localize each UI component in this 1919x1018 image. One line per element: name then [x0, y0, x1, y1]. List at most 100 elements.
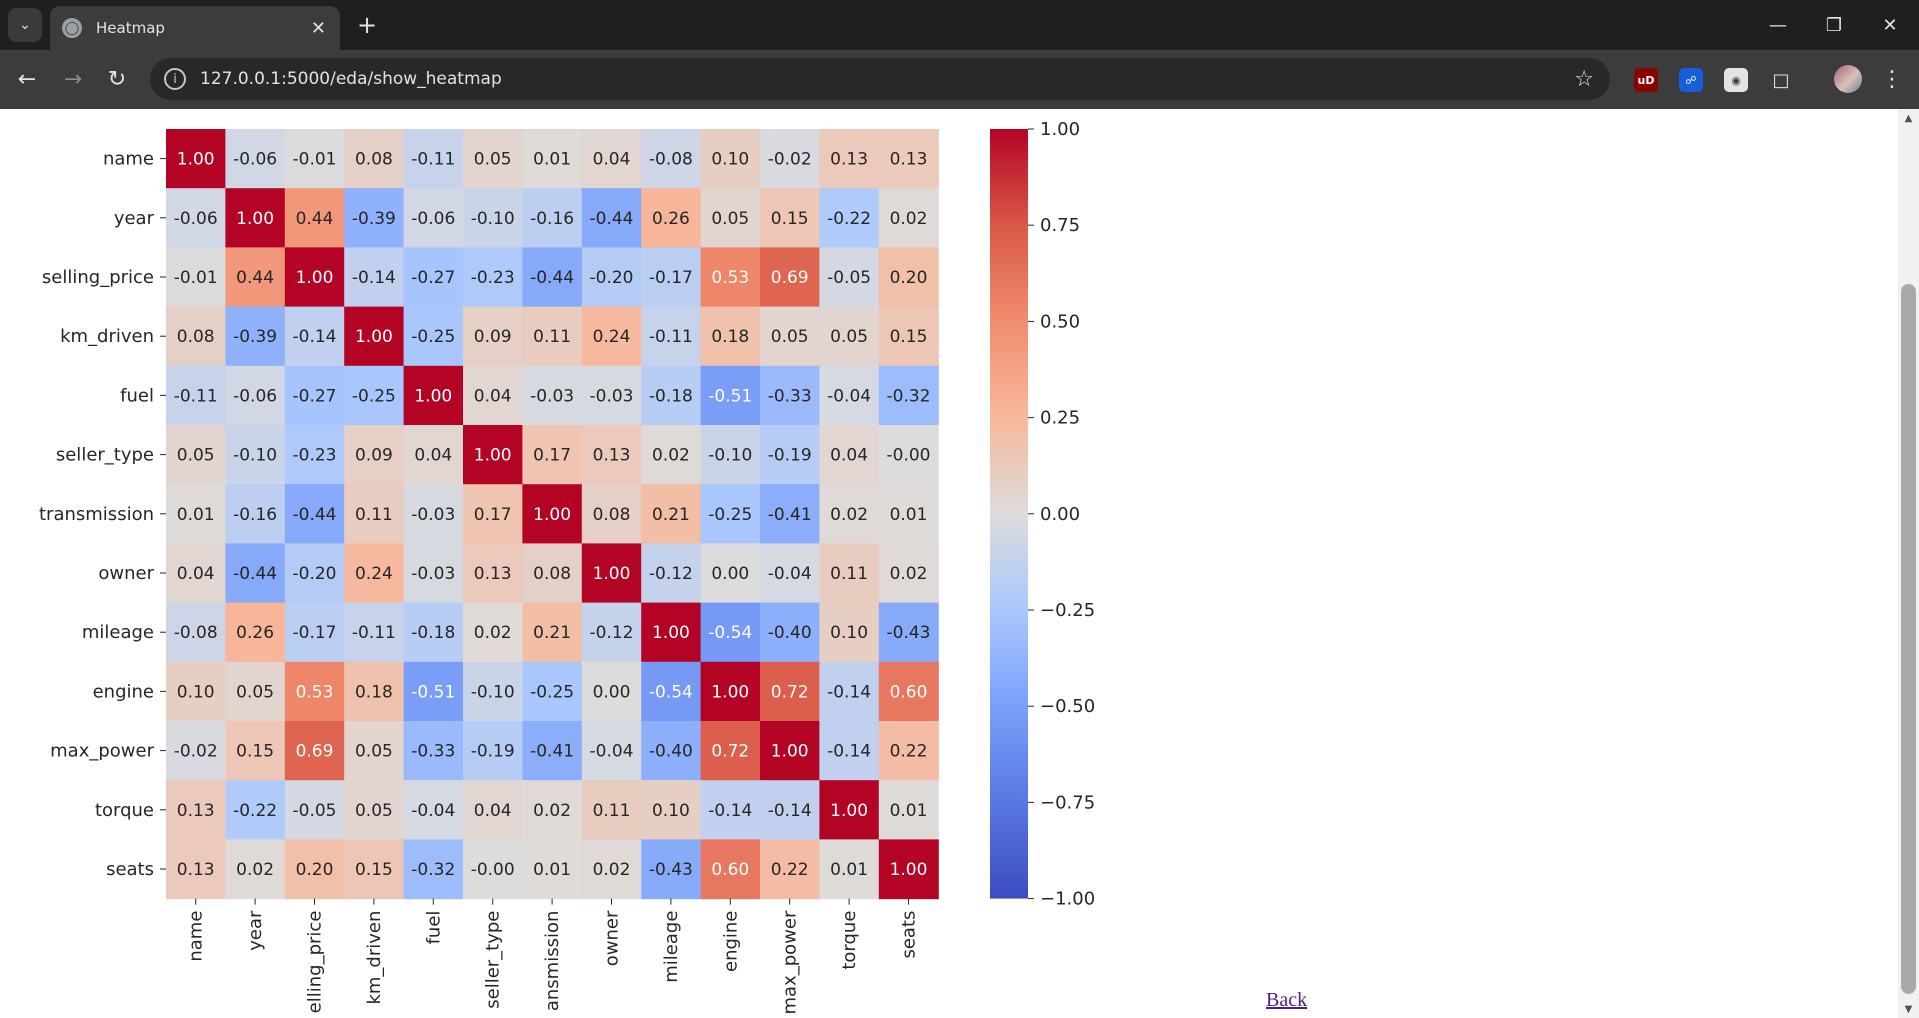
cell-annotation: 0.02 [236, 860, 274, 880]
column-label: name [186, 911, 207, 962]
heatmap-cell [819, 602, 880, 663]
close-window-button[interactable]: ✕ [1870, 8, 1910, 42]
page-scrollbar[interactable]: ▲ ▼ [1898, 109, 1919, 1018]
cell-annotation: 1.00 [593, 564, 631, 584]
heatmap-cell [166, 839, 226, 900]
cell-annotation: 0.10 [177, 682, 215, 702]
column-label: max_power [780, 910, 801, 1014]
heatmap-cell [760, 661, 820, 722]
heatmap-cell [166, 365, 226, 426]
heatmap-cell [284, 780, 345, 840]
profile-avatar[interactable] [1834, 65, 1862, 93]
cell-annotation: -0.20 [293, 564, 337, 584]
cell-annotation: -0.03 [590, 386, 634, 406]
cell-annotation: 0.02 [533, 801, 571, 821]
address-bar[interactable]: i 127.0.0.1:5000/eda/show_heatmap ☆ [150, 58, 1610, 100]
colorbar-tick-label: −0.25 [1040, 600, 1095, 621]
heatmap-cell [403, 602, 464, 663]
heatmap-cell [878, 543, 939, 604]
scroll-down-icon[interactable]: ▼ [1904, 1003, 1913, 1015]
new-tab-button[interactable]: + [352, 10, 382, 40]
browser-menu-icon[interactable]: ⋮ [1881, 66, 1903, 92]
restore-button[interactable]: ❐ [1814, 8, 1854, 42]
heatmap-cell [225, 839, 286, 900]
active-tab[interactable]: ◯ Heatmap ✕ [50, 6, 340, 50]
ublock-origin-icon[interactable]: uD [1634, 68, 1658, 92]
cell-annotation: -0.12 [649, 564, 693, 584]
heatmap-cell [760, 365, 820, 426]
cell-annotation: -0.14 [708, 801, 752, 821]
heatmap-cell [284, 306, 345, 367]
row-label: transmission [39, 504, 154, 525]
url-text[interactable]: 127.0.0.1:5000/eda/show_heatmap [200, 69, 502, 89]
bitwarden-icon[interactable]: ☍ [1679, 68, 1703, 92]
cell-annotation: 0.15 [355, 860, 393, 880]
cell-annotation: 0.11 [533, 327, 571, 347]
cell-annotation: 0.13 [177, 801, 215, 821]
colorbar-tick-label: −0.50 [1040, 696, 1095, 717]
heatmap-cell [344, 721, 405, 781]
heatmap-cell [760, 839, 820, 900]
heatmap-cell [760, 188, 820, 248]
close-tab-icon[interactable]: ✕ [310, 17, 326, 39]
colorbar-tick-label: 0.50 [1040, 311, 1080, 332]
forward-button[interactable]: → [56, 62, 90, 96]
heatmap-cell [463, 306, 523, 367]
heatmap-cell [581, 484, 642, 544]
cell-annotation: -0.08 [649, 150, 693, 170]
heatmap-cell [403, 721, 464, 781]
heatmap-cell [403, 306, 464, 367]
heatmap-cell [522, 721, 583, 781]
scrollbar-thumb[interactable] [1901, 284, 1916, 994]
back-link[interactable]: Back [1266, 989, 1308, 1011]
minimize-button[interactable]: — [1758, 8, 1798, 42]
cell-annotation: -0.41 [768, 505, 812, 525]
tab-search-button[interactable]: ⌄ [8, 8, 42, 42]
cell-annotation: 0.04 [830, 446, 868, 466]
site-info-icon[interactable]: i [164, 68, 186, 90]
heatmap-cell [819, 365, 880, 426]
heatmap-cell [700, 839, 761, 900]
bookmark-star-icon[interactable]: ☆ [1574, 66, 1594, 92]
cell-annotation: 0.13 [474, 564, 512, 584]
heatmap-cell [581, 543, 642, 604]
heatmap-cell [641, 425, 702, 485]
reader-mode-icon[interactable]: ◉ [1724, 68, 1748, 92]
cell-annotation: -0.20 [590, 268, 634, 288]
heatmap-cell [819, 484, 880, 544]
heatmap-cell [878, 129, 939, 189]
cell-annotation: -0.32 [887, 386, 931, 406]
heatmap-cell [344, 780, 405, 840]
reload-button[interactable]: ↻ [100, 62, 134, 96]
heatmap-cell [878, 306, 939, 367]
heatmap-cell [522, 306, 583, 367]
heatmap-cell [641, 129, 702, 189]
cell-annotation: -0.25 [352, 386, 396, 406]
cell-annotation: -0.22 [233, 801, 277, 821]
heatmap-cell [819, 661, 880, 722]
cell-annotation: 0.01 [890, 801, 928, 821]
cell-annotation: 0.15 [236, 742, 274, 762]
row-label: seller_type [56, 445, 154, 466]
cell-annotation: -0.11 [649, 327, 693, 347]
heatmap-cell [819, 721, 880, 781]
back-button[interactable]: ← [10, 62, 44, 96]
heatmap-cell [403, 780, 464, 840]
heatmap-cell [760, 721, 820, 781]
heatmap-cell [403, 365, 464, 426]
cell-annotation: -0.02 [174, 742, 218, 762]
cell-annotation: 0.26 [236, 623, 274, 643]
cell-annotation: -0.06 [233, 150, 277, 170]
cell-annotation: -0.00 [471, 860, 515, 880]
cell-annotation: 0.72 [771, 682, 809, 702]
scroll-up-icon[interactable]: ▲ [1904, 112, 1913, 124]
extensions-puzzle-icon[interactable]: □ [1772, 69, 1790, 91]
cell-annotation: 0.04 [177, 564, 215, 584]
heatmap-cell [225, 425, 286, 485]
cell-annotation: -0.14 [293, 327, 337, 347]
cell-annotation: 0.02 [474, 623, 512, 643]
heatmap-cell [760, 306, 820, 367]
heatmap-cell [700, 721, 761, 781]
chevron-down-icon: ⌄ [19, 17, 31, 33]
